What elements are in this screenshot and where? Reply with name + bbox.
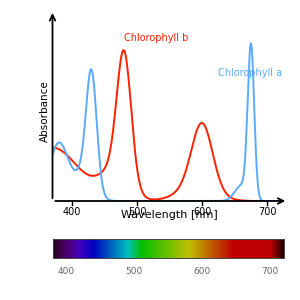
Text: Chlorophyll a: Chlorophyll a — [218, 68, 283, 78]
Y-axis label: Absorbance: Absorbance — [40, 80, 50, 142]
Text: Chlorophyll b: Chlorophyll b — [124, 33, 188, 43]
Text: Wavelength [nm]: Wavelength [nm] — [121, 209, 218, 220]
